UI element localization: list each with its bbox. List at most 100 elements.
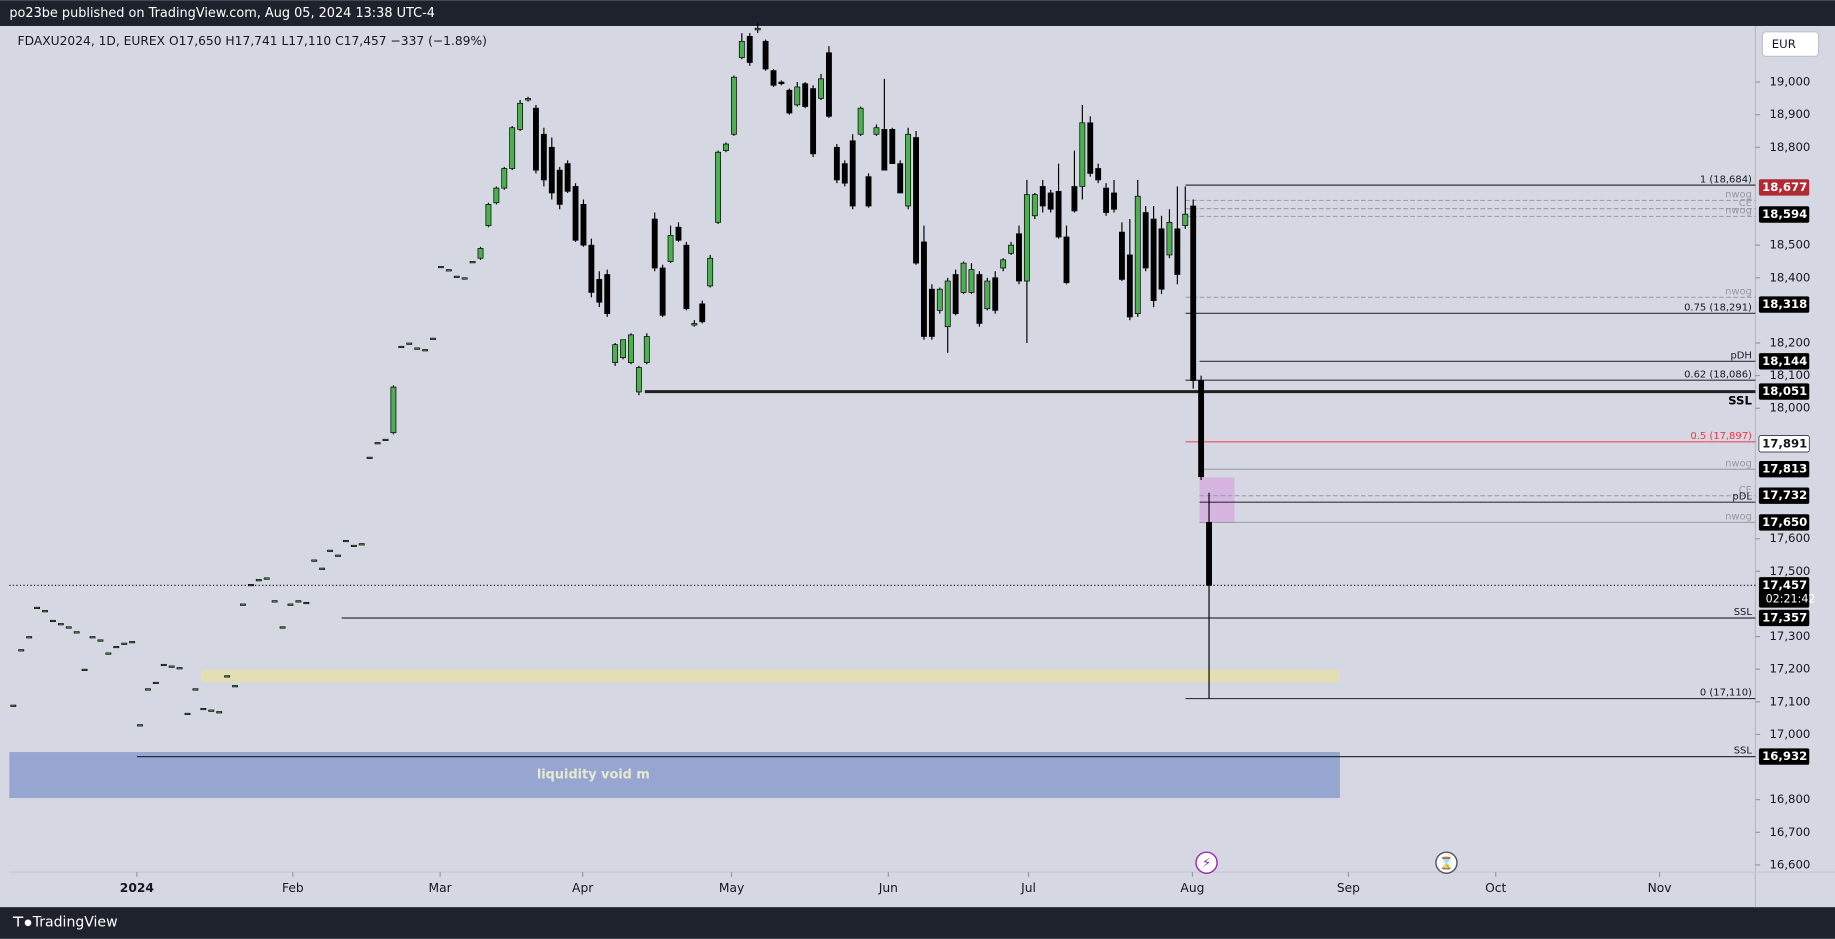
candle-body	[517, 102, 524, 130]
level-label: pDL	[1732, 491, 1752, 502]
candle-body	[588, 244, 595, 293]
zone	[9, 752, 1340, 799]
price-tag	[1758, 514, 1810, 531]
price-tag	[1758, 461, 1810, 478]
candle-body	[1031, 194, 1038, 217]
y-tick-label: 18,000	[1769, 401, 1810, 415]
candle-body	[485, 204, 492, 226]
candle-body	[580, 204, 587, 246]
candle-body	[57, 623, 64, 626]
candle-body	[620, 339, 626, 359]
candle-body	[105, 652, 112, 655]
candle-body	[335, 554, 341, 557]
y-tick-label: 16,700	[1769, 825, 1810, 839]
candle-body	[628, 334, 634, 363]
level-label: nwog	[1725, 206, 1752, 217]
candle-body	[730, 76, 737, 135]
candle-body	[350, 544, 357, 547]
price-tag	[1758, 383, 1810, 400]
price-tag-label: 18,677	[1762, 180, 1807, 194]
candle-body	[327, 549, 333, 552]
candle-body	[1023, 194, 1030, 282]
candle-body	[469, 261, 476, 264]
candle-body	[406, 342, 413, 345]
y-tick-label: 19,000	[1769, 75, 1810, 89]
candle-body	[295, 600, 302, 603]
price-tag-label: 17,813	[1762, 462, 1807, 476]
candle-body	[960, 262, 967, 293]
candle-body	[881, 129, 888, 171]
zone	[201, 669, 1340, 683]
candle-body	[810, 88, 817, 155]
level-label: pDH	[1730, 350, 1751, 361]
candle-body	[984, 280, 991, 310]
candle-body	[1087, 122, 1094, 174]
price-tag-label: 16,932	[1762, 749, 1807, 763]
candle-body	[113, 646, 120, 649]
candle-body	[18, 649, 25, 652]
candle-body	[422, 349, 429, 352]
price-tag	[1758, 748, 1810, 765]
candle-body	[73, 631, 80, 634]
candle-body	[928, 288, 935, 337]
x-tick-label: Apr	[572, 881, 594, 895]
candle-body	[818, 78, 824, 99]
candle-body	[944, 280, 951, 328]
candle-body	[604, 274, 611, 315]
x-tick-label: May	[719, 881, 744, 895]
candle-body	[1174, 228, 1181, 275]
candle-body	[287, 603, 294, 606]
candle-body	[707, 257, 714, 287]
candle-body	[659, 267, 666, 316]
candle-body	[1103, 187, 1110, 213]
price-tag-label: 18,051	[1762, 384, 1807, 398]
currency[interactable]: EUR	[1772, 37, 1796, 51]
candle-body	[192, 688, 199, 691]
price-tag-label: 17,357	[1762, 610, 1807, 624]
zone-label: liquidity void m	[537, 768, 650, 783]
candle-body	[303, 601, 310, 605]
candle-body	[97, 639, 104, 642]
candle-body	[208, 709, 215, 712]
price-tag-label: 17,457	[1762, 578, 1807, 592]
y-tick-label: 17,600	[1769, 531, 1810, 545]
top-bar	[0, 0, 1835, 26]
countdown: 02:21:42	[1766, 592, 1816, 605]
candle-body	[1016, 233, 1022, 282]
candle-body	[921, 241, 927, 337]
lightning-icon[interactable]: ⚡	[1202, 856, 1211, 871]
x-tick-label: Sep	[1337, 881, 1360, 895]
candle-body	[905, 133, 912, 207]
price-tag-label: 17,732	[1762, 488, 1807, 502]
price-tag	[1758, 577, 1810, 608]
candle-body	[445, 269, 452, 272]
level-label: 0 (17,110)	[1700, 688, 1752, 699]
event-icon[interactable]	[1435, 851, 1458, 874]
candle-body	[1190, 205, 1197, 381]
candle-body	[913, 137, 919, 264]
candle-body	[968, 269, 975, 293]
currency-button[interactable]	[1761, 31, 1820, 57]
price-tag	[1758, 353, 1810, 370]
candle-body	[1126, 254, 1133, 318]
hourglass-icon[interactable]: ⌛	[1439, 856, 1454, 870]
price-tag-label: 18,318	[1762, 297, 1807, 311]
candle-body	[1142, 212, 1149, 269]
level-label: CE	[1739, 485, 1752, 496]
y-tick-label: 17,200	[1769, 662, 1810, 676]
level-label: 1 (18,684)	[1700, 174, 1752, 185]
x-tick-label: Aug	[1180, 881, 1204, 895]
candle-body	[1047, 192, 1054, 210]
y-tick-label: 18,400	[1769, 270, 1810, 284]
candle-body	[533, 107, 539, 171]
candle-body	[794, 86, 801, 106]
candle-body	[121, 642, 128, 645]
candle-body	[137, 724, 143, 727]
candle-body	[841, 163, 848, 184]
event-icon[interactable]	[1195, 851, 1218, 874]
candle-body	[374, 442, 381, 445]
y-tick-label: 16,800	[1769, 792, 1810, 806]
candle-body	[936, 288, 943, 311]
candle-body	[89, 636, 96, 639]
level-label: nwog	[1725, 286, 1752, 297]
